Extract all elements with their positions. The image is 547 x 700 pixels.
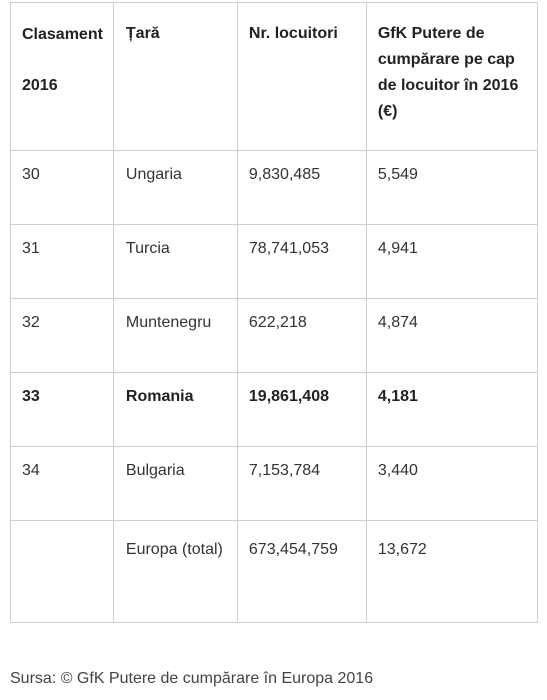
rank-cell: 34 [10, 446, 114, 521]
rank-cell [10, 520, 114, 623]
population-cell: 78,741,053 [236, 224, 367, 299]
purchasing-power-cell: 4,181 [365, 372, 539, 447]
country-cell: Muntenegru [112, 298, 238, 373]
table-row: 31 Turcia 78,741,053 4,941 [10, 224, 539, 299]
purchasing-power-cell: 4,874 [365, 298, 539, 373]
table-row: 30 Ungaria 9,830,485 5,549 [10, 150, 539, 225]
table-header-row: Clasament 2016 Țară Nr. locuitori GfK Pu… [10, 2, 539, 151]
country-cell: Bulgaria [112, 446, 238, 521]
rank-cell: 32 [10, 298, 114, 373]
rank-cell: 33 [10, 372, 114, 447]
table-row: 32 Muntenegru 622,218 4,874 [10, 298, 539, 373]
country-cell: Ungaria [112, 150, 238, 225]
population-cell: 19,861,408 [236, 372, 367, 447]
purchasing-power-table: Clasament 2016 Țară Nr. locuitori GfK Pu… [10, 2, 539, 623]
population-cell: 7,153,784 [236, 446, 367, 521]
purchasing-power-cell: 13,672 [365, 520, 539, 623]
rank-cell: 30 [10, 150, 114, 225]
country-cell: Europa (total) [112, 520, 238, 623]
header-purchasing-power: GfK Putere de cumpărare pe cap de locuit… [365, 2, 539, 151]
header-country: Țară [112, 2, 238, 151]
source-caption: Sursa: © GfK Putere de cumpărare în Euro… [10, 670, 374, 687]
population-cell: 622,218 [236, 298, 367, 373]
population-cell: 9,830,485 [236, 150, 367, 225]
country-cell: Turcia [112, 224, 238, 299]
country-cell: Romania [112, 372, 238, 447]
purchasing-power-cell: 3,440 [365, 446, 539, 521]
purchasing-power-cell: 5,549 [365, 150, 539, 225]
table-row-total: Europa (total) 673,454,759 13,672 [10, 520, 539, 623]
header-population: Nr. locuitori [236, 2, 367, 151]
table-row: 34 Bulgaria 7,153,784 3,440 [10, 446, 539, 521]
header-rank: Clasament 2016 [10, 2, 114, 151]
purchasing-power-cell: 4,941 [365, 224, 539, 299]
population-cell: 673,454,759 [236, 520, 367, 623]
rank-cell: 31 [10, 224, 114, 299]
table-row-highlighted: 33 Romania 19,861,408 4,181 [10, 372, 539, 447]
purchasing-power-table-container: Clasament 2016 Țară Nr. locuitori GfK Pu… [10, 2, 539, 623]
